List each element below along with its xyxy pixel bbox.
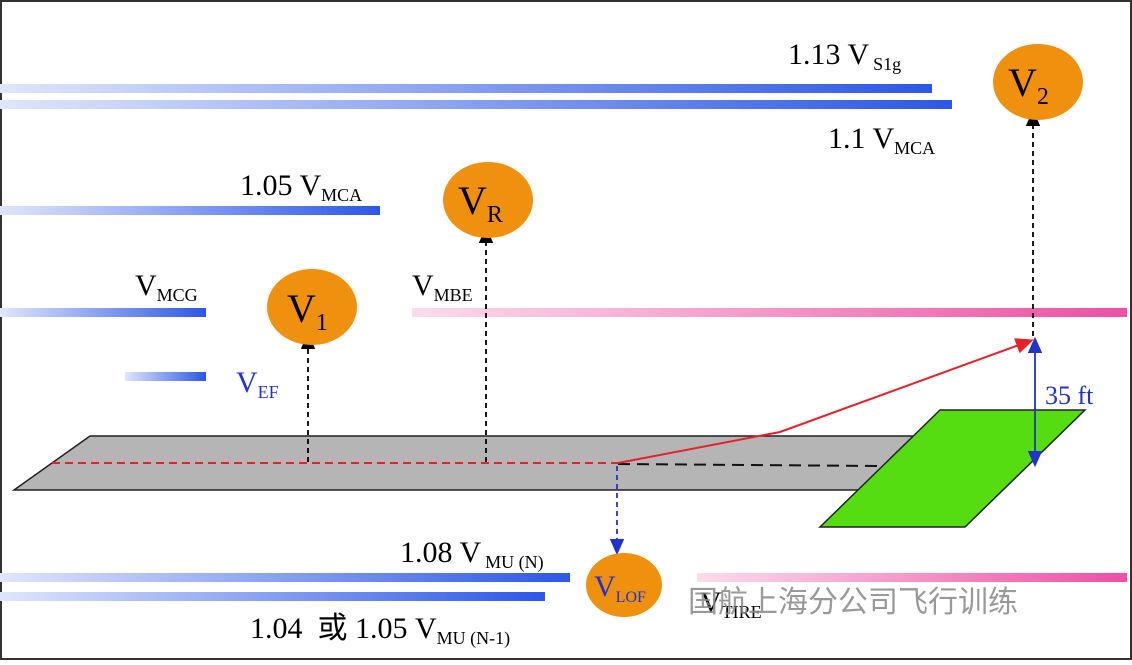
speed-bar: [412, 308, 1127, 317]
speed-label: VMBE: [412, 269, 473, 305]
text-part: TIRE: [722, 602, 762, 622]
text-part: 1.1 V: [828, 122, 894, 155]
speed-bar: [697, 573, 1127, 582]
flight-path: [617, 338, 1034, 464]
watermark: 国航上海分公司飞行训练: [688, 585, 1018, 620]
bubble-label: VR: [458, 178, 503, 228]
speed-bar: [0, 206, 380, 215]
speed-label: 1.04 或 1.05 VMU (N-1): [250, 612, 510, 649]
text-part: EF: [258, 382, 279, 402]
text-part: S1g: [873, 54, 901, 74]
speed-bar: [0, 308, 206, 317]
bubble-label: V1: [287, 286, 328, 336]
text-part: V: [458, 178, 487, 223]
runway-centerline: [617, 463, 881, 467]
text-part: V: [287, 286, 316, 331]
speed-label: 1.08 V MU (N): [400, 536, 544, 573]
bubble-label: V2: [1008, 60, 1049, 110]
speed-bubble: [443, 162, 533, 238]
text-part: MCA: [321, 185, 362, 205]
speed-label: 1.1 VMCA: [828, 122, 935, 158]
text-part: 1: [316, 310, 328, 336]
text-part: V: [700, 586, 722, 619]
speed-label: VEF: [236, 366, 279, 402]
text-part: 1.04 或 1.05 V: [250, 612, 437, 645]
text-part: 1.08 V: [400, 536, 481, 569]
speed-label: 1.13 V S1g: [788, 38, 901, 74]
text-part: 1.05 V: [240, 169, 321, 202]
speed-label: VTIRE: [700, 586, 762, 622]
bubble-label: VLOF: [594, 570, 646, 606]
speed-bubble: [993, 44, 1083, 120]
speed-label: VMCG: [135, 269, 198, 305]
text-part: MCA: [894, 138, 935, 158]
text-part: MCG: [157, 285, 198, 305]
height-label: 35 ft: [1045, 381, 1094, 410]
speed-bar: [0, 573, 570, 582]
text-part: 2: [1037, 84, 1049, 110]
text-part: MBE: [434, 285, 473, 305]
speed-bar: [0, 84, 932, 93]
text-part: R: [487, 202, 503, 228]
text-part: V: [412, 269, 434, 302]
text-part: MU (N-1): [437, 628, 511, 649]
speed-bar: [0, 592, 545, 601]
speed-label: 1.05 VMCA: [240, 169, 362, 205]
text-part: 1.13 V: [788, 38, 869, 71]
speed-bubble: [586, 553, 662, 617]
text-part: V: [135, 269, 157, 302]
text-part: V: [236, 366, 258, 399]
speed-bubble: [267, 269, 357, 345]
speed-bar: [125, 372, 206, 381]
text-part: MU (N): [485, 552, 544, 573]
text-part: LOF: [616, 589, 646, 606]
text-part: V: [1008, 60, 1037, 105]
speed-bar: [0, 100, 952, 109]
text-part: V: [594, 570, 616, 603]
